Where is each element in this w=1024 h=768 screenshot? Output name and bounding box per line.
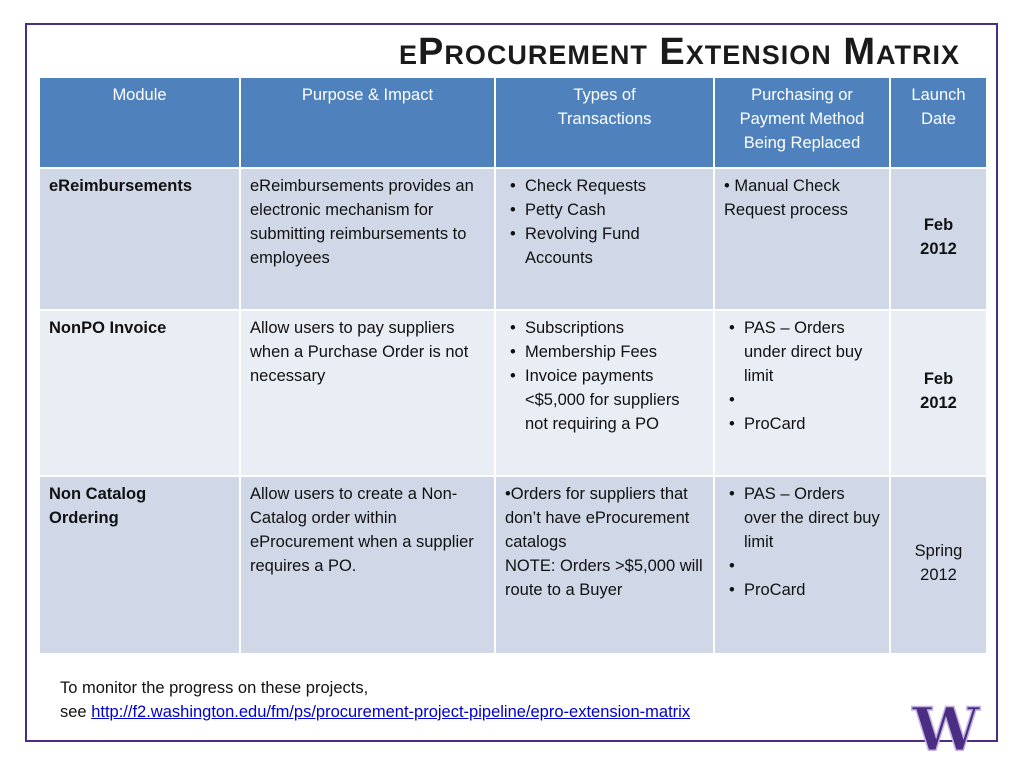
- header-date: Launch Date: [889, 76, 988, 169]
- list-item: PAS – Orders over the direct buy limit: [729, 482, 880, 554]
- launch-date-year: 2012: [920, 565, 957, 584]
- launch-date-cell: Feb 2012: [889, 167, 988, 311]
- list-item: Invoice payments <$5,000 for suppliers n…: [510, 364, 704, 436]
- table-row: Non Catalog Ordering Allow users to crea…: [38, 475, 988, 655]
- list-item: Membership Fees: [510, 340, 704, 364]
- replaced-cell: PAS – Orders under direct buy limit ProC…: [713, 309, 891, 477]
- list-item: Revolving Fund Accounts: [510, 222, 704, 270]
- types-text: •Orders for suppliers that don’t have eP…: [505, 485, 690, 551]
- header-replaced: Purchasing or Payment Method Being Repla…: [713, 76, 891, 169]
- launch-date-year: 2012: [920, 239, 957, 258]
- launch-date-month: Feb: [923, 369, 954, 388]
- launch-date-cell: Spring 2012: [889, 475, 988, 655]
- list-item: Check Requests: [510, 174, 704, 198]
- replaced-cell: PAS – Orders over the direct buy limit P…: [713, 475, 891, 655]
- launch-date-cell: Feb 2012: [889, 309, 988, 477]
- list-item: Subscriptions: [510, 316, 704, 340]
- uw-w-logo-icon: W: [911, 703, 983, 755]
- list-spacer: [729, 554, 880, 578]
- module-cell: eReimbursements: [38, 167, 241, 311]
- launch-date-year: 2012: [920, 393, 957, 412]
- slide-frame: [25, 23, 998, 742]
- table-header-row: Module Purpose & Impact Types of Transac…: [38, 76, 988, 169]
- module-cell: Non Catalog Ordering: [38, 475, 241, 655]
- module-cell: NonPO Invoice: [38, 309, 241, 477]
- table-row: NonPO Invoice Allow users to pay supplie…: [38, 309, 988, 477]
- uw-w-letter: W: [911, 703, 981, 755]
- table-row: eReimbursements eReimbursements provides…: [38, 167, 988, 311]
- types-cell: Check Requests Petty Cash Revolving Fund…: [494, 167, 715, 311]
- list-item: PAS – Orders under direct buy limit: [729, 316, 880, 388]
- list-spacer: [729, 388, 880, 412]
- list-item: ProCard: [729, 578, 880, 602]
- types-cell: •Orders for suppliers that don’t have eP…: [494, 475, 715, 655]
- purpose-cell: eReimbursements provides an electronic m…: [239, 167, 496, 311]
- purpose-cell: Allow users to create a Non-Catalog orde…: [239, 475, 496, 655]
- header-module: Module: [38, 76, 241, 169]
- module-line: Ordering: [49, 509, 119, 527]
- types-note: NOTE: Orders >$5,000 will route to a Buy…: [505, 557, 703, 599]
- footer-see: see: [60, 703, 92, 721]
- purpose-cell: Allow users to pay suppliers when a Purc…: [239, 309, 496, 477]
- replaced-cell: • Manual Check Request process: [713, 167, 891, 311]
- slide-title: eProcurement Extension Matrix: [399, 31, 960, 73]
- footer-note: To monitor the progress on these project…: [60, 676, 690, 724]
- pipeline-link[interactable]: http://f2.washington.edu/fm/ps/procureme…: [91, 703, 691, 721]
- launch-date-season: Spring: [914, 541, 963, 560]
- list-item: ProCard: [729, 412, 880, 436]
- extension-matrix-table: Module Purpose & Impact Types of Transac…: [38, 76, 988, 655]
- list-item: Petty Cash: [510, 198, 704, 222]
- module-line: Non Catalog: [49, 485, 147, 503]
- header-types: Types of Transactions: [494, 76, 715, 169]
- footer-line: To monitor the progress on these project…: [60, 679, 369, 697]
- footer-line: see http://f2.washington.edu/fm/ps/procu…: [60, 700, 690, 724]
- launch-date-month: Feb: [923, 215, 954, 234]
- header-purpose: Purpose & Impact: [239, 76, 496, 169]
- types-cell: Subscriptions Membership Fees Invoice pa…: [494, 309, 715, 477]
